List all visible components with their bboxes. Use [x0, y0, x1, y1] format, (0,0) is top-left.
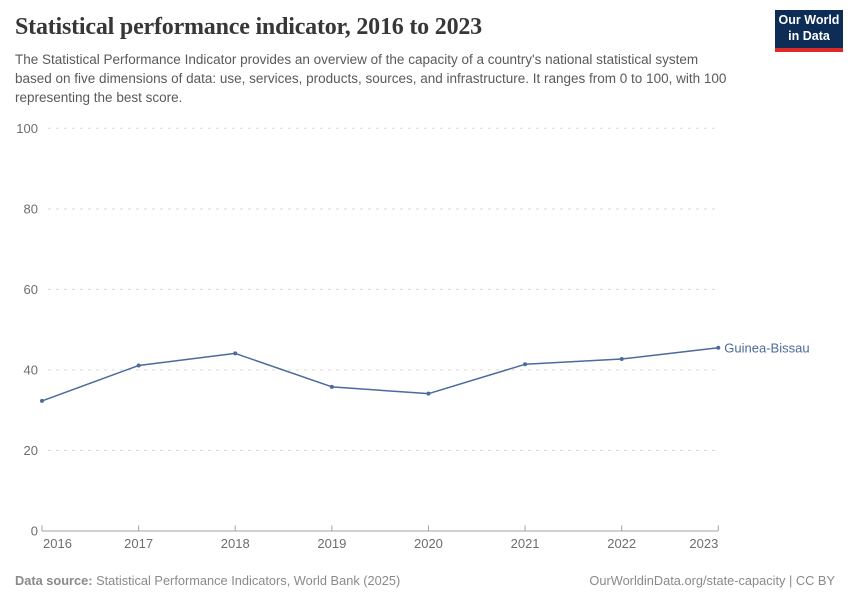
data-point-2019[interactable]	[329, 384, 334, 389]
data-point-2021[interactable]	[523, 362, 528, 367]
x-tick-label-2017: 2017	[124, 536, 153, 551]
data-point-2022[interactable]	[619, 357, 624, 362]
data-source-text: Statistical Performance Indicators, Worl…	[92, 573, 401, 588]
chart-footer: Data source: Statistical Performance Ind…	[15, 573, 835, 588]
owid-logo[interactable]: Our World in Data	[775, 10, 843, 52]
data-source-label: Data source:	[15, 573, 93, 588]
y-tick-label-60: 60	[24, 282, 38, 297]
y-tick-label-40: 40	[24, 362, 38, 377]
y-tick-label-20: 20	[24, 443, 38, 458]
x-tick-label-2020: 2020	[414, 536, 443, 551]
data-point-2016[interactable]	[40, 398, 44, 403]
x-tick-label-2022: 2022	[607, 536, 636, 551]
chart-line-guinea-bissau[interactable]	[41, 347, 720, 402]
owid-logo-line1: Our World	[778, 13, 840, 28]
y-tick-label-80: 80	[24, 201, 38, 216]
data-point-2023[interactable]	[716, 345, 721, 350]
x-tick-label-2016: 2016	[43, 536, 72, 551]
data-source-note: Data source: Statistical Performance Ind…	[15, 573, 400, 588]
x-tick-label-2021: 2021	[511, 536, 540, 551]
rights-note[interactable]: OurWorldinData.org/state-capacity | CC B…	[589, 573, 835, 588]
data-point-2020[interactable]	[426, 391, 431, 396]
y-tick-label-100: 100	[16, 121, 38, 136]
chart-subtitle: The Statistical Performance Indicator pr…	[15, 52, 727, 106]
data-point-2017[interactable]	[136, 363, 141, 368]
x-tick-label-2018: 2018	[221, 536, 250, 551]
x-tick-label-2019: 2019	[317, 536, 346, 551]
page-title: Statistical performance indicator, 2016 …	[15, 14, 482, 40]
chart-header: Statistical performance indicator, 2016 …	[15, 14, 835, 107]
x-tick-label-2023: 2023	[689, 536, 718, 551]
entity-label[interactable]: Guinea-Bissau	[724, 340, 809, 355]
owid-logo-line2: in Data	[788, 29, 830, 43]
data-point-2018[interactable]	[233, 351, 238, 356]
y-tick-label-0: 0	[31, 524, 38, 539]
